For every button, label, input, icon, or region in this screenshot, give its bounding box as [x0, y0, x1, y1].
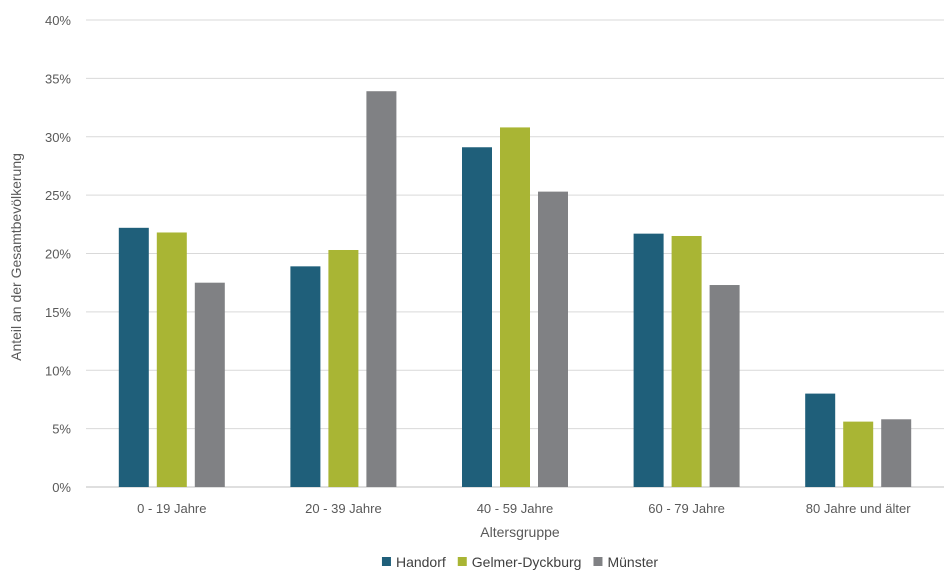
bar [538, 192, 568, 487]
legend-swatch [458, 557, 467, 566]
x-axis-tick-labels: 0 - 19 Jahre 20 - 39 Jahre 40 - 59 Jahre 60… [137, 501, 911, 516]
y-tick-label: 20% [45, 247, 71, 262]
y-tick-label: 15% [45, 305, 71, 320]
y-axis-title: Anteil an der Gesamtbevölkerung [8, 153, 24, 361]
legend-label: Münster [607, 554, 658, 570]
y-tick-label: 30% [45, 130, 71, 145]
legend-swatch [382, 557, 391, 566]
bar [366, 91, 396, 487]
bar [328, 250, 358, 487]
y-tick-label: 5% [52, 422, 71, 437]
y-tick-label: 25% [45, 188, 71, 203]
bar [843, 422, 873, 487]
bar [634, 234, 664, 487]
y-tick-label: 35% [45, 71, 71, 86]
x-tick-label: 60 - 79 Jahre [648, 501, 725, 516]
bar [805, 394, 835, 487]
legend: Handorf Gelmer-Dyckburg Münster [382, 554, 658, 570]
bar [119, 228, 149, 487]
legend-label: Gelmer-Dyckburg [472, 554, 582, 570]
bar [881, 419, 911, 487]
x-tick-label: 80 Jahre und älter [806, 501, 911, 516]
bar [462, 147, 492, 487]
y-axis-tick-labels: 0% 5% 10% 15% 20% 25% 30% 35% 40% [45, 13, 71, 495]
legend-swatch [593, 557, 602, 566]
x-tick-label: 40 - 59 Jahre [477, 501, 554, 516]
y-tick-label: 40% [45, 13, 71, 28]
y-tick-label: 10% [45, 363, 71, 378]
bar [672, 236, 702, 487]
x-tick-label: 0 - 19 Jahre [137, 501, 206, 516]
bar [157, 232, 187, 487]
bar [195, 283, 225, 487]
bars [119, 91, 911, 487]
bar [500, 127, 530, 487]
x-axis-title: Altersgruppe [480, 524, 560, 540]
y-tick-label: 0% [52, 480, 71, 495]
x-tick-label: 20 - 39 Jahre [305, 501, 382, 516]
bar [290, 266, 320, 487]
bar [710, 285, 740, 487]
legend-label: Handorf [396, 554, 446, 570]
